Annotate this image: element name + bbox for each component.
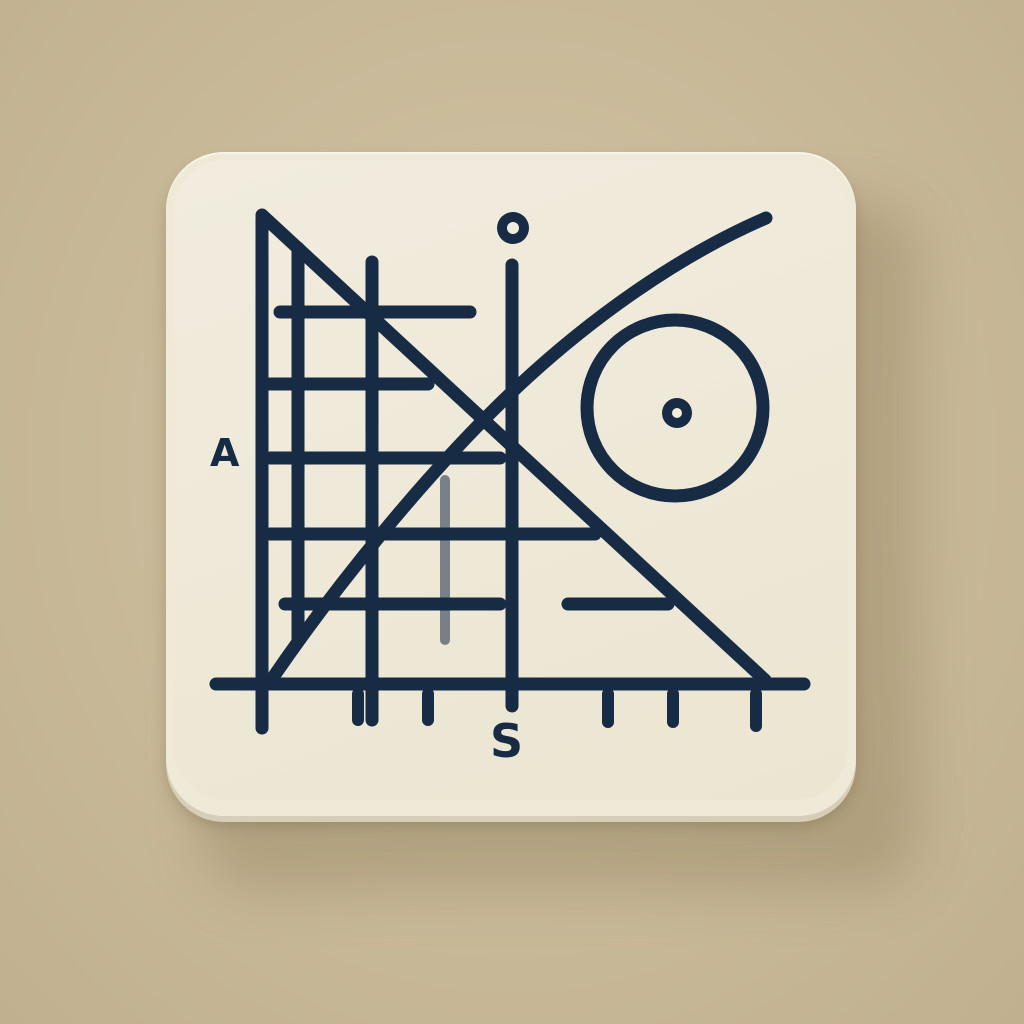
circle-shape (580, 313, 770, 503)
curve-line (267, 211, 773, 683)
axis-ticks (352, 688, 762, 732)
axis-label-s: S (490, 714, 524, 768)
top-point-dot-hole (507, 222, 519, 234)
axis-label-a: A (210, 431, 240, 475)
diagonal-line (255, 208, 772, 687)
circle-center-dot-hole (672, 408, 682, 418)
